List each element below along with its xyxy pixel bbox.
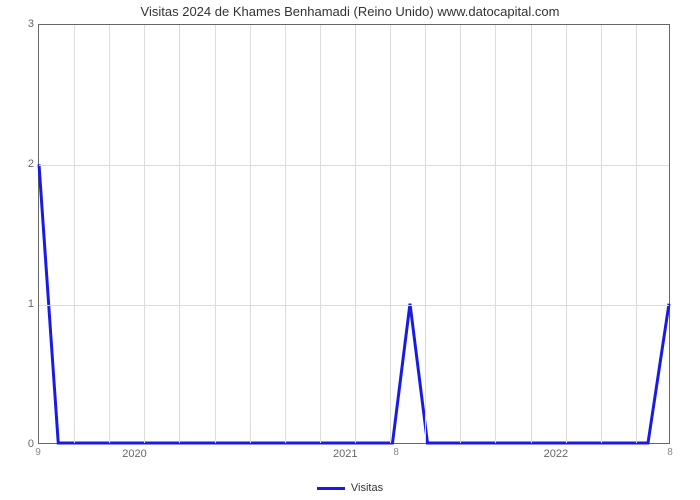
grid-vline	[320, 25, 321, 443]
plot-area	[38, 24, 670, 444]
grid-vline	[601, 25, 602, 443]
chart-title: Visitas 2024 de Khames Benhamadi (Reino …	[0, 4, 700, 19]
x-tick-label: 2020	[122, 448, 146, 460]
y-tick-label: 0	[28, 438, 34, 450]
grid-vline	[144, 25, 145, 443]
legend-label: Visitas	[351, 482, 383, 494]
y-tick-label: 1	[28, 298, 34, 310]
grid-vline	[460, 25, 461, 443]
grid-hline	[39, 165, 669, 166]
grid-vline	[74, 25, 75, 443]
grid-vline	[109, 25, 110, 443]
x-tick-label: 2022	[544, 448, 568, 460]
line-series	[39, 25, 669, 443]
y-tick-label: 2	[28, 158, 34, 170]
x-tick-label: 2021	[333, 448, 357, 460]
legend-swatch	[317, 487, 345, 490]
grid-vline	[215, 25, 216, 443]
x-stray-label: 8	[667, 447, 673, 458]
y-tick-label: 3	[28, 18, 34, 30]
grid-vline	[179, 25, 180, 443]
visits-chart: Visitas 2024 de Khames Benhamadi (Reino …	[0, 0, 700, 500]
grid-vline	[566, 25, 567, 443]
grid-vline	[425, 25, 426, 443]
grid-vline	[495, 25, 496, 443]
grid-vline	[390, 25, 391, 443]
grid-vline	[636, 25, 637, 443]
x-stray-label: 8	[393, 447, 399, 458]
grid-vline	[531, 25, 532, 443]
grid-vline	[250, 25, 251, 443]
series-line	[39, 164, 669, 443]
grid-vline	[355, 25, 356, 443]
grid-vline	[285, 25, 286, 443]
grid-hline	[39, 305, 669, 306]
x-stray-label: 9	[35, 447, 41, 458]
legend: Visitas	[0, 482, 700, 494]
